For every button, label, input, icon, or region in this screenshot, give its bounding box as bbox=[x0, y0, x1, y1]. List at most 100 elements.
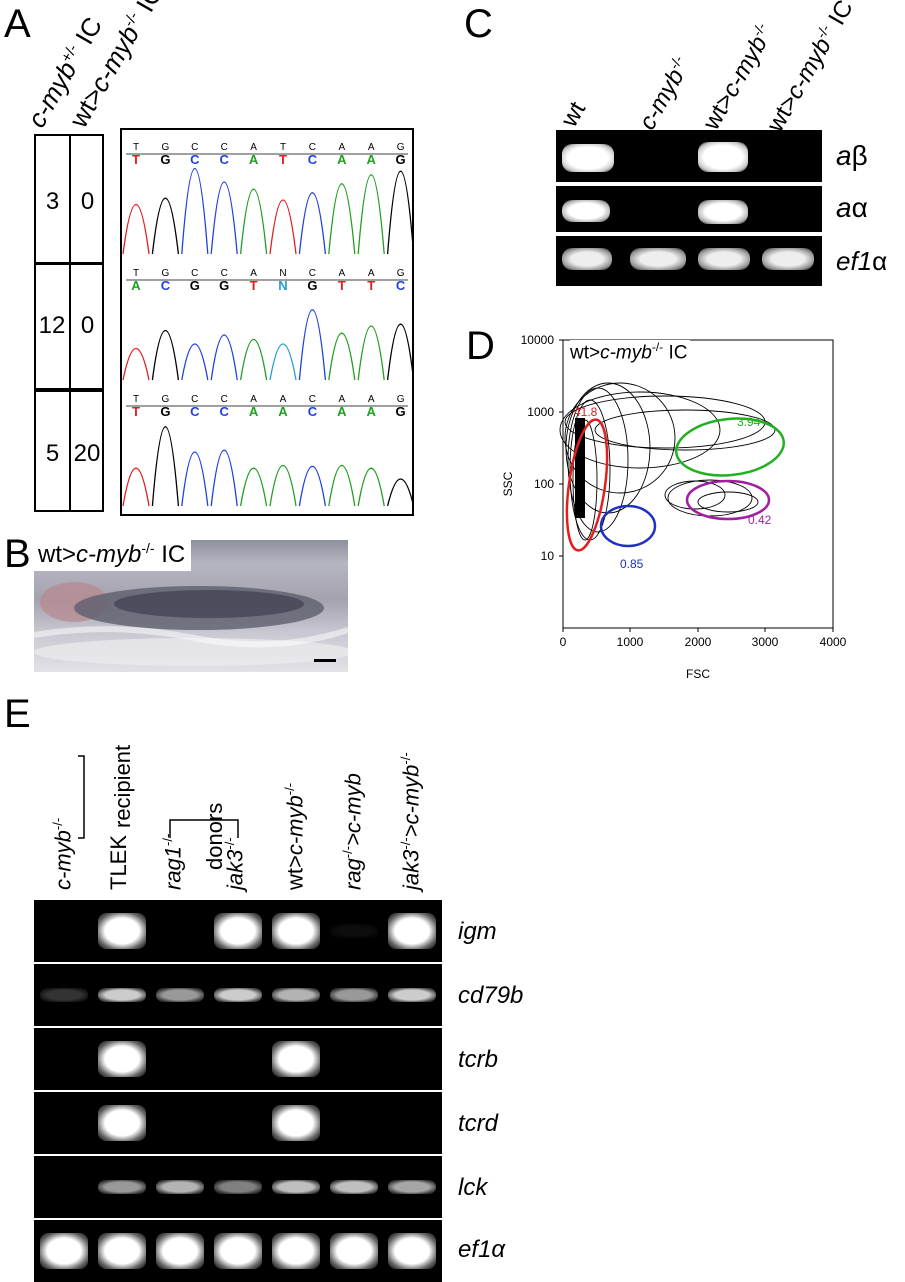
recipient-label: recipient bbox=[110, 744, 135, 828]
base-call: C bbox=[396, 278, 406, 293]
lane-label-cmyb: c-myb-/- bbox=[50, 817, 76, 890]
band bbox=[98, 1041, 146, 1077]
lane-label-wt-cmyb: wt>c-myb-/- bbox=[282, 782, 308, 890]
trace-peak bbox=[239, 467, 268, 507]
band bbox=[98, 1180, 146, 1194]
trace-peak bbox=[298, 192, 327, 255]
trace-peak bbox=[210, 334, 238, 381]
band bbox=[562, 144, 614, 172]
x-axis-label: FSC bbox=[686, 667, 710, 681]
gate-purple bbox=[685, 479, 771, 521]
trace-peak bbox=[122, 347, 150, 381]
lane-label-rag1: rag1-/- bbox=[160, 833, 186, 890]
gel-c-row-ef1a bbox=[556, 236, 822, 286]
base-label: N bbox=[279, 268, 286, 279]
dense-events bbox=[575, 418, 585, 518]
trace-peak bbox=[328, 465, 356, 507]
base-call: C bbox=[190, 404, 200, 419]
gel-c-row-ab bbox=[556, 130, 822, 182]
base-label: T bbox=[133, 394, 139, 405]
y-tick-10: 10 bbox=[541, 549, 555, 563]
trace-peak bbox=[151, 329, 180, 381]
base-label: G bbox=[162, 394, 170, 405]
band bbox=[388, 988, 436, 1002]
base-call: G bbox=[219, 278, 229, 293]
trace-peak bbox=[181, 167, 209, 255]
band bbox=[214, 913, 262, 949]
base-call: G bbox=[190, 278, 200, 293]
flow-plot-title: wt>c-myb-/- IC bbox=[570, 340, 691, 365]
base-call: C bbox=[190, 152, 200, 167]
count-row1-col2: 0 bbox=[80, 188, 95, 215]
band bbox=[698, 142, 748, 172]
trace-peak bbox=[210, 449, 238, 507]
panel-a-letter: A bbox=[4, 2, 31, 46]
base-call: G bbox=[160, 152, 170, 167]
band bbox=[214, 1233, 262, 1269]
lane-label-jak3-cmyb: jak3-/->c-myb-/- bbox=[398, 752, 424, 890]
base-label: A bbox=[368, 394, 375, 405]
base-call: A bbox=[337, 152, 347, 167]
base-call: A bbox=[278, 404, 288, 419]
flow-cytometry-plot: 10000 1000 100 10 0 1000 2000 3000 4000 … bbox=[480, 330, 850, 690]
gate-green bbox=[674, 417, 786, 477]
band bbox=[762, 248, 814, 270]
base-label: G bbox=[397, 394, 405, 405]
trace-peak bbox=[181, 451, 209, 507]
base-label: A bbox=[368, 268, 375, 279]
base-call: A bbox=[249, 152, 259, 167]
panel-b-letter: B bbox=[4, 532, 31, 576]
base-label: C bbox=[221, 142, 228, 153]
base-call: A bbox=[367, 152, 377, 167]
band bbox=[330, 988, 378, 1002]
band bbox=[98, 1105, 146, 1141]
gel-e-row bbox=[34, 1220, 442, 1282]
base-call: A bbox=[249, 404, 259, 419]
trace-peak bbox=[386, 170, 412, 255]
gene-tcrd: tcrd bbox=[458, 1110, 499, 1137]
base-label: A bbox=[250, 142, 257, 153]
trace-peak bbox=[151, 197, 180, 255]
base-label: C bbox=[309, 142, 316, 153]
band bbox=[562, 200, 610, 222]
scale-bar bbox=[314, 659, 336, 662]
base-call: C bbox=[220, 404, 230, 419]
gate-purple-value: 0.42 bbox=[748, 513, 772, 527]
lane-label-rag-cmyb: rag-/->c-myb bbox=[340, 773, 366, 890]
base-call: G bbox=[307, 278, 317, 293]
x-tick-1000: 1000 bbox=[617, 635, 644, 649]
band bbox=[272, 1105, 320, 1141]
band bbox=[272, 1041, 320, 1077]
band bbox=[40, 988, 88, 1002]
base-label: G bbox=[162, 142, 170, 153]
trace-peak bbox=[328, 332, 356, 381]
base-label: C bbox=[309, 268, 316, 279]
base-label: T bbox=[133, 142, 139, 153]
gel-e-row bbox=[34, 964, 442, 1026]
base-label: C bbox=[191, 268, 198, 279]
trace-peak bbox=[269, 343, 297, 381]
base-label: A bbox=[250, 268, 257, 279]
trace-peak bbox=[298, 466, 327, 507]
base-label: A bbox=[338, 268, 345, 279]
base-label: C bbox=[191, 142, 198, 153]
base-call: T bbox=[250, 278, 258, 293]
base-label: G bbox=[397, 268, 405, 279]
band bbox=[330, 1180, 378, 1194]
gate-red bbox=[565, 418, 609, 552]
trace-peak bbox=[328, 183, 356, 255]
base-label: C bbox=[309, 394, 316, 405]
band bbox=[388, 1233, 436, 1269]
gene-cd79b: cd79b bbox=[458, 982, 524, 1009]
panel-c-letter: C bbox=[464, 2, 493, 46]
trace-peak bbox=[181, 343, 209, 381]
trace-peak bbox=[269, 199, 297, 255]
gel-e-row bbox=[34, 1156, 442, 1218]
trace-peak bbox=[298, 309, 327, 381]
band bbox=[272, 1233, 320, 1269]
panel-e-brackets bbox=[78, 755, 239, 839]
base-call: N bbox=[278, 278, 287, 293]
gate-blue bbox=[599, 504, 657, 548]
gel-e-row bbox=[34, 1028, 442, 1090]
trace-peak bbox=[239, 339, 268, 381]
